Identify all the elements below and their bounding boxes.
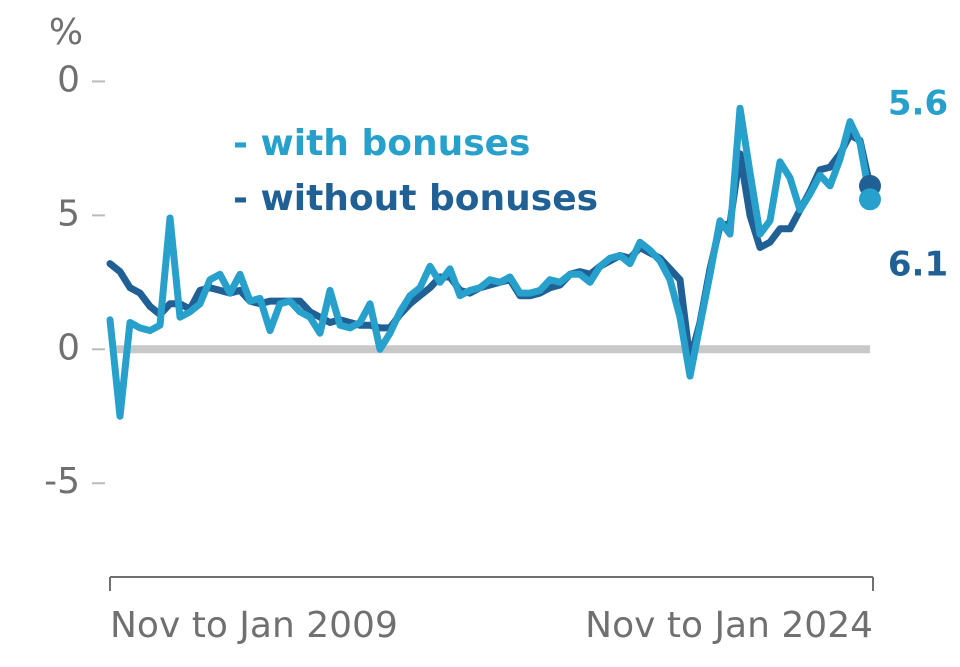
end-label: 5.6	[888, 84, 948, 124]
end-label: 6.1	[888, 245, 948, 285]
legend-label: - without bonuses	[233, 178, 598, 219]
x-tick-label: Nov to Jan 2009	[110, 605, 398, 646]
y-tick-label: 0	[57, 327, 80, 368]
end-marker	[859, 188, 881, 211]
y-tick-label: -5	[44, 461, 80, 502]
series-line	[106, 131, 874, 364]
y-tick-label: 5	[57, 193, 80, 234]
legend-label: - with bonuses	[233, 123, 530, 164]
series-line	[106, 104, 874, 420]
x-tick-label: Nov to Jan 2024	[585, 605, 873, 646]
y-tick-label: 0	[57, 59, 80, 100]
y-unit: %	[49, 12, 83, 53]
